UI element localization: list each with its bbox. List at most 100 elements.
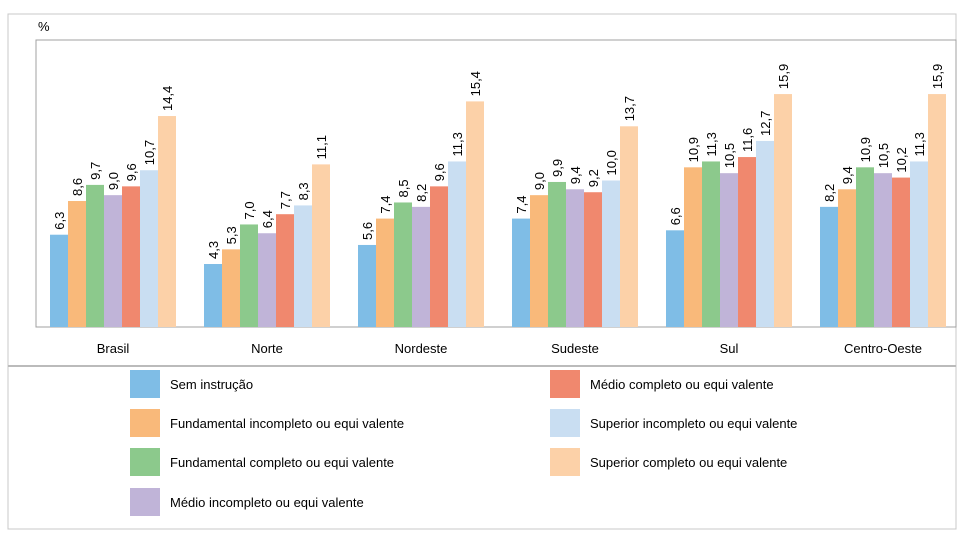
bar <box>856 167 874 327</box>
bar <box>684 167 702 327</box>
bar <box>466 101 484 327</box>
data-label: 6,6 <box>668 207 683 225</box>
data-label: 15,4 <box>468 71 483 96</box>
legend-swatch <box>130 409 160 437</box>
data-label: 9,0 <box>106 172 121 190</box>
bar <box>720 173 738 327</box>
bar <box>530 195 548 327</box>
data-label: 11,3 <box>704 132 719 156</box>
bar <box>122 186 140 327</box>
data-label: 10,0 <box>604 150 619 175</box>
legend-swatch <box>130 448 160 476</box>
bar <box>204 264 222 327</box>
legend-swatch <box>130 370 160 398</box>
bar <box>774 94 792 327</box>
bar <box>276 214 294 327</box>
data-label: 4,3 <box>206 241 221 259</box>
bar <box>312 164 330 327</box>
data-label: 8,6 <box>70 178 85 196</box>
data-label: 10,5 <box>722 143 737 168</box>
bar <box>620 126 638 327</box>
bar <box>602 180 620 327</box>
legend-label: Fundamental completo ou equi valente <box>170 455 394 470</box>
data-label: 6,3 <box>52 212 67 230</box>
bar <box>158 116 176 327</box>
data-label: 7,7 <box>278 191 293 209</box>
x-tick-label: Sudeste <box>551 341 599 356</box>
legend-swatch <box>130 488 160 516</box>
data-label: 9,2 <box>586 169 601 187</box>
data-label: 10,9 <box>858 137 873 162</box>
legend-swatch <box>550 370 580 398</box>
bar <box>738 157 756 327</box>
data-label: 8,5 <box>396 179 411 197</box>
x-tick-label: Norte <box>251 341 283 356</box>
data-label: 9,6 <box>124 163 139 181</box>
bar <box>412 206 430 327</box>
legend-swatch <box>550 409 580 437</box>
bar <box>376 218 394 327</box>
data-label: 11,3 <box>912 132 927 156</box>
bar <box>50 234 68 327</box>
bar <box>358 244 376 327</box>
bar <box>294 205 312 327</box>
data-label: 7,0 <box>242 201 257 219</box>
y-axis-label: % <box>38 19 50 34</box>
data-label: 7,4 <box>378 196 393 214</box>
bar <box>702 161 720 327</box>
data-label: 8,2 <box>822 184 837 202</box>
bar <box>512 218 530 327</box>
data-label: 10,9 <box>686 137 701 162</box>
data-label: 8,2 <box>414 184 429 202</box>
data-label: 5,6 <box>360 222 375 240</box>
data-label: 9,9 <box>550 159 565 177</box>
data-label: 9,7 <box>88 162 103 180</box>
data-label: 10,5 <box>876 143 891 168</box>
data-label: 13,7 <box>622 96 637 121</box>
data-label: 8,3 <box>296 182 311 200</box>
bar <box>928 94 946 327</box>
data-label: 10,2 <box>894 147 909 172</box>
bar <box>838 189 856 327</box>
data-label: 15,9 <box>930 64 945 89</box>
data-label: 9,0 <box>532 172 547 190</box>
bar <box>258 233 276 327</box>
legend-label: Superior incompleto ou equi valente <box>590 416 797 431</box>
data-label: 5,3 <box>224 226 239 244</box>
bar <box>86 184 104 327</box>
data-label: 9,6 <box>432 163 447 181</box>
data-label: 11,3 <box>450 132 465 156</box>
x-tick-label: Centro-Oeste <box>844 341 922 356</box>
data-label: 15,9 <box>776 64 791 89</box>
bar <box>448 161 466 327</box>
data-label: 9,4 <box>840 166 855 184</box>
legend-label: Fundamental incompleto ou equi valente <box>170 416 404 431</box>
data-label: 11,1 <box>314 135 329 159</box>
data-label: 12,7 <box>758 111 773 136</box>
bar <box>666 230 684 327</box>
bar <box>874 173 892 327</box>
bar <box>68 201 86 327</box>
data-label: 7,4 <box>514 196 529 214</box>
bar <box>430 186 448 327</box>
bar <box>140 170 158 327</box>
bar <box>394 202 412 327</box>
x-tick-label: Sul <box>720 341 739 356</box>
x-tick-label: Brasil <box>97 341 130 356</box>
legend-label: Médio incompleto ou equi valente <box>170 495 364 510</box>
bar <box>756 140 774 327</box>
bar <box>240 224 258 327</box>
legend-label: Sem instrução <box>170 377 253 392</box>
bar <box>910 161 928 327</box>
data-label: 11,6 <box>740 128 755 152</box>
data-label: 6,4 <box>260 210 275 228</box>
legend-swatch <box>550 448 580 476</box>
bar <box>548 181 566 327</box>
legend-label: Médio completo ou equi valente <box>590 377 774 392</box>
plot-area <box>35 39 957 328</box>
bar <box>104 195 122 327</box>
bar <box>820 206 838 327</box>
bar <box>584 192 602 327</box>
legend-label: Superior completo ou equi valente <box>590 455 787 470</box>
bar <box>566 189 584 327</box>
